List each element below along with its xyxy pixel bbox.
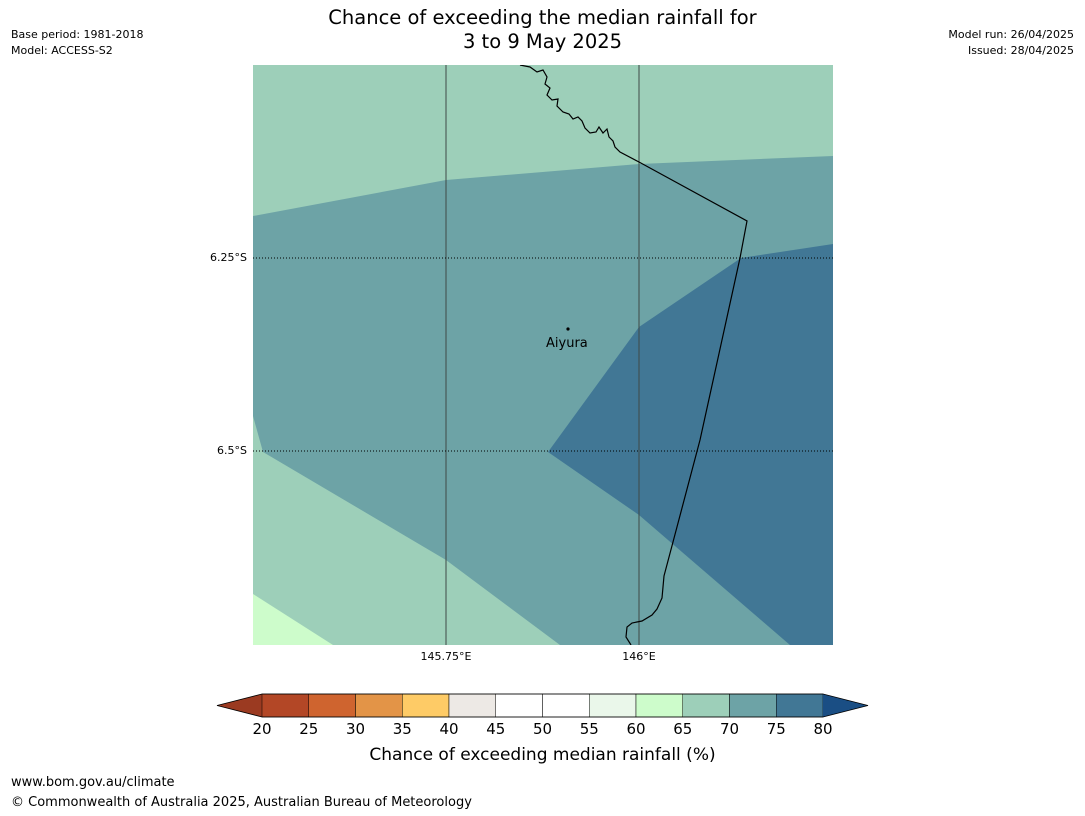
colorbar-tick-label: 45 — [486, 720, 506, 738]
colorbar-swatch — [495, 693, 543, 718]
aiyura-marker — [566, 327, 570, 331]
lon-label-145-75: 145.75°E — [420, 650, 472, 663]
contour-60-65 — [253, 594, 333, 645]
model-run-text: Model run: 26/04/2025 — [948, 28, 1074, 41]
colorbar-swatch — [261, 693, 309, 718]
colorbar-tick-label: 60 — [626, 720, 646, 738]
colorbar-over-extension — [823, 694, 868, 717]
place-label-aiyura: Aiyura — [546, 336, 588, 351]
colorbar-swatch — [776, 693, 824, 718]
colorbar-swatch — [308, 693, 356, 718]
map-title: Chance of exceeding the median rainfall … — [0, 6, 1085, 54]
colorbar-under-extension — [217, 694, 262, 717]
colorbar-swatch — [542, 693, 590, 718]
colorbar-tick-label: 40 — [439, 720, 459, 738]
colorbar-swatch — [682, 693, 730, 718]
footer-url: www.bom.gov.au/climate — [11, 775, 175, 790]
latitude-gridlines — [253, 257, 833, 452]
colorbar-tick-label: 65 — [673, 720, 693, 738]
colorbar-swatch — [635, 693, 683, 718]
colorbar-swatch — [729, 693, 777, 718]
border-line — [519, 65, 748, 645]
metadata-left: Base period: 1981-2018 Model: ACCESS-S2 — [11, 27, 143, 59]
colorbar-swatch — [448, 693, 496, 718]
colorbar-tick-label: 70 — [719, 720, 740, 738]
map-title-line2: 3 to 9 May 2025 — [462, 30, 623, 53]
metadata-right: Model run: 26/04/2025 Issued: 28/04/2025 — [948, 27, 1074, 59]
colorbar-tick-label: 25 — [299, 720, 319, 738]
map-title-line1: Chance of exceeding the median rainfall … — [328, 6, 757, 29]
issued-text: Issued: 28/04/2025 — [967, 44, 1074, 57]
colorbar-swatch — [355, 693, 403, 718]
colorbar-tick-label: 80 — [813, 720, 833, 738]
lat-label-6-5: 6.5°S — [217, 444, 247, 457]
base-period-text: Base period: 1981-2018 — [11, 28, 144, 41]
colorbar-swatch — [402, 693, 450, 718]
colorbar-label: Chance of exceeding median rainfall (%) — [369, 745, 716, 765]
colorbar-tick-label: 75 — [766, 720, 786, 738]
footer-copyright: © Commonwealth of Australia 2025, Austra… — [11, 795, 472, 810]
model-text: Model: ACCESS-S2 — [11, 44, 113, 57]
colorbar-tick-label: 35 — [392, 720, 412, 738]
lon-label-146: 146°E — [622, 650, 656, 663]
colorbar-swatch — [589, 693, 637, 718]
colorbar-tick-label: 20 — [252, 720, 272, 738]
colorbar-outline — [216, 693, 869, 718]
contour-75-80 — [548, 244, 833, 645]
colorbar-tick-label: 30 — [345, 720, 366, 738]
colorbar-tick-label: 55 — [579, 720, 599, 738]
colorbar-tick-label: 50 — [532, 720, 553, 738]
lat-label-6-25: 6.25°S — [210, 251, 247, 264]
